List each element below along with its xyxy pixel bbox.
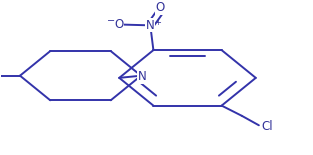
Text: O: O bbox=[155, 1, 164, 14]
Text: +: + bbox=[154, 18, 161, 27]
Text: O: O bbox=[115, 18, 124, 31]
Text: Cl: Cl bbox=[262, 120, 273, 133]
Text: N: N bbox=[146, 19, 155, 32]
Text: N: N bbox=[138, 70, 147, 83]
Text: −: − bbox=[107, 16, 115, 26]
